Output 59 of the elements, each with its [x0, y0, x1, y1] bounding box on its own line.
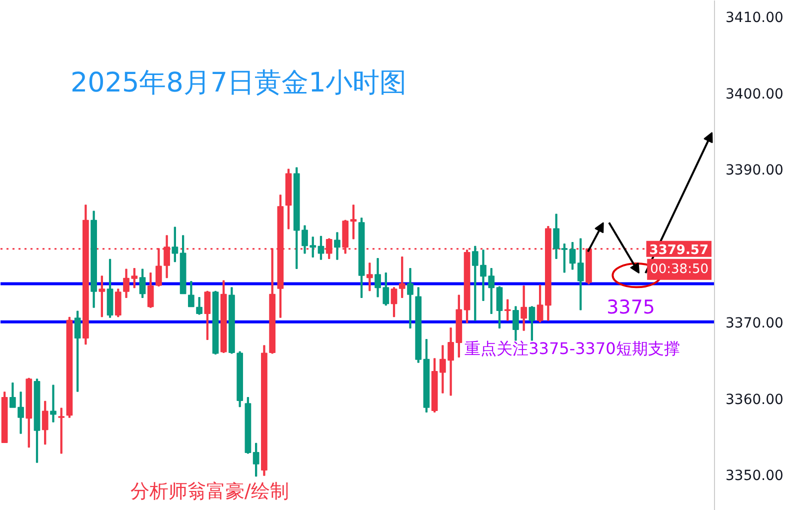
candlestick — [188, 280, 194, 308]
candlestick — [42, 400, 48, 445]
candlestick — [1, 392, 8, 444]
candlestick — [415, 287, 422, 363]
candlestick — [106, 258, 114, 318]
candlestick — [358, 218, 365, 298]
candlestick — [34, 378, 40, 463]
candlestick — [252, 442, 260, 477]
candlestick — [90, 210, 97, 308]
candlestick — [366, 262, 373, 292]
candlestick — [464, 250, 470, 324]
candlestick — [139, 268, 146, 298]
candlestick — [58, 408, 65, 454]
candlestick — [236, 351, 244, 408]
candlestick — [98, 276, 106, 318]
candlestick — [50, 384, 56, 422]
candlestick — [285, 168, 292, 230]
annotation: 重点关注3375-3370短期支撑 — [464, 338, 680, 358]
candlestick — [228, 287, 235, 354]
candlestick — [204, 290, 211, 340]
candlestick — [536, 284, 544, 322]
candlestick — [147, 272, 154, 308]
candlestick — [512, 306, 519, 341]
candlestick — [398, 256, 406, 298]
candlestick — [212, 290, 219, 354]
ref-line-label: 3379.57 — [649, 242, 709, 258]
y-tick-label: 3350.00 — [726, 468, 784, 484]
candlestick — [350, 204, 357, 240]
candlestick — [82, 204, 89, 345]
candlestick — [74, 310, 81, 392]
candlestick — [334, 232, 340, 260]
candlestick — [172, 226, 178, 262]
candlestick — [180, 235, 186, 294]
annotation: 00:38:50 — [650, 262, 709, 277]
candlestick — [318, 236, 324, 260]
y-tick-label: 3410.00 — [726, 10, 784, 26]
annotation: 3375 — [606, 296, 655, 319]
candlestick — [196, 296, 202, 315]
candlestick — [26, 378, 32, 448]
y-tick-label: 3370.00 — [726, 315, 784, 332]
candlestick — [520, 286, 528, 331]
candlestick — [66, 316, 73, 418]
candlestick — [220, 280, 227, 353]
candlestick — [423, 338, 430, 413]
candlestick — [261, 345, 268, 476]
candlestick — [244, 397, 252, 454]
candlestick — [528, 306, 536, 341]
y-tick-label: 3360.00 — [726, 392, 784, 408]
y-tick-label: 3400.00 — [726, 86, 784, 102]
candlestick — [569, 242, 576, 270]
candlestick — [407, 268, 414, 329]
y-tick-label: 3390.00 — [726, 162, 784, 179]
candlestick — [114, 288, 122, 318]
text: 2025年8月7日黄金1小时图 — [70, 68, 407, 98]
candlestick — [577, 238, 584, 310]
candlestick — [496, 286, 503, 329]
annotation: 分析师翁富豪/绘制 — [130, 480, 289, 502]
candlestick — [390, 287, 398, 318]
candlestick — [504, 299, 511, 321]
